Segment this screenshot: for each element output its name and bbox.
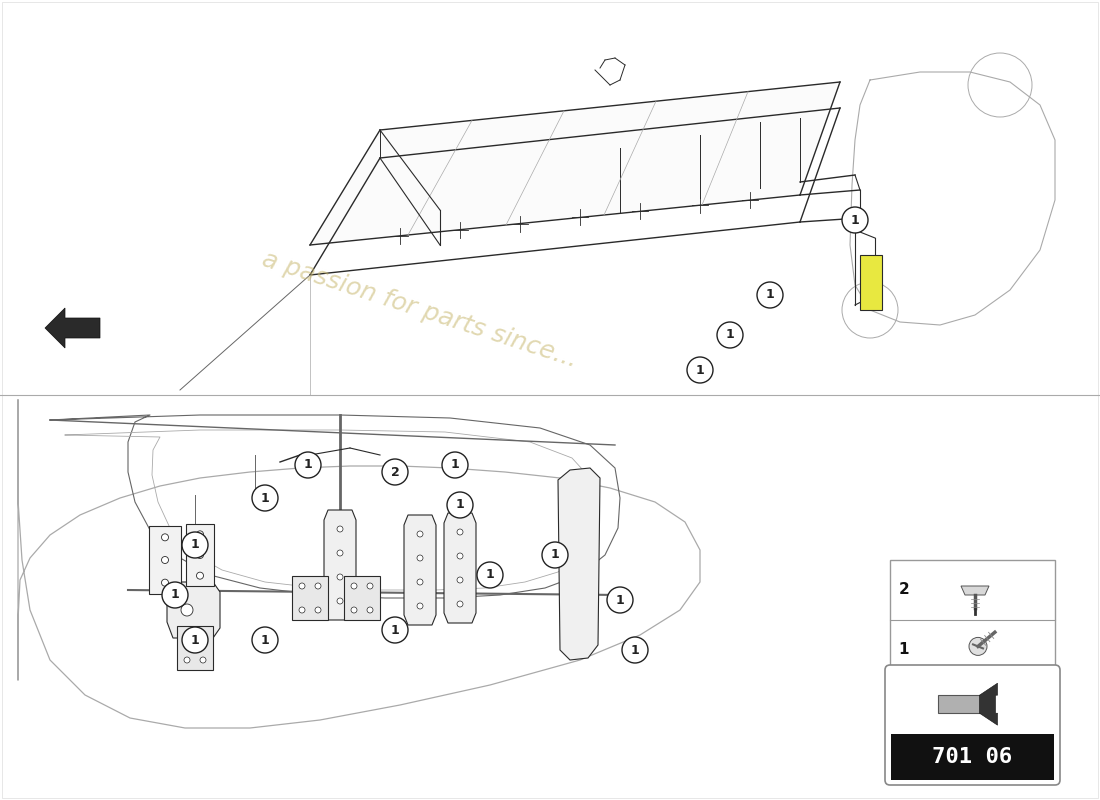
Circle shape — [367, 607, 373, 613]
Circle shape — [456, 529, 463, 535]
Polygon shape — [444, 513, 476, 623]
Polygon shape — [310, 82, 840, 245]
Circle shape — [184, 633, 190, 639]
Text: 1: 1 — [850, 214, 859, 226]
Circle shape — [197, 572, 204, 579]
Polygon shape — [404, 515, 436, 625]
Polygon shape — [167, 582, 220, 638]
Text: 701 06: 701 06 — [933, 747, 1013, 767]
Text: a passion for parts since...: a passion for parts since... — [260, 247, 581, 373]
Text: 1: 1 — [390, 623, 399, 637]
Circle shape — [252, 627, 278, 653]
Bar — [937, 695, 979, 714]
Bar — [891, 734, 1054, 780]
Text: 1: 1 — [616, 594, 625, 606]
Text: 1: 1 — [695, 363, 704, 377]
Circle shape — [162, 579, 168, 586]
Text: 1: 1 — [451, 458, 460, 471]
Text: 1: 1 — [304, 458, 312, 471]
Text: 1: 1 — [551, 549, 560, 562]
Circle shape — [456, 577, 463, 583]
Circle shape — [757, 282, 783, 308]
Circle shape — [417, 579, 424, 585]
Circle shape — [315, 583, 321, 589]
Bar — [292, 576, 328, 620]
Text: 2: 2 — [390, 466, 399, 478]
Polygon shape — [324, 510, 356, 620]
Circle shape — [337, 526, 343, 532]
Circle shape — [252, 485, 278, 511]
Text: 1: 1 — [630, 643, 639, 657]
Text: 1: 1 — [766, 289, 774, 302]
Circle shape — [969, 638, 987, 655]
Circle shape — [447, 492, 473, 518]
Circle shape — [197, 531, 204, 538]
Circle shape — [295, 452, 321, 478]
Circle shape — [182, 532, 208, 558]
Circle shape — [162, 557, 168, 563]
Circle shape — [337, 550, 343, 556]
Text: 1: 1 — [190, 634, 199, 646]
Circle shape — [351, 583, 358, 589]
Circle shape — [717, 322, 743, 348]
Bar — [344, 576, 380, 620]
Circle shape — [299, 583, 305, 589]
Circle shape — [607, 587, 632, 613]
Circle shape — [162, 582, 188, 608]
Polygon shape — [979, 683, 998, 726]
Circle shape — [315, 607, 321, 613]
Circle shape — [184, 657, 190, 663]
Circle shape — [542, 542, 568, 568]
Circle shape — [162, 534, 168, 541]
Circle shape — [456, 601, 463, 607]
Bar — [177, 626, 213, 670]
Circle shape — [382, 617, 408, 643]
Text: 1: 1 — [485, 569, 494, 582]
Circle shape — [417, 531, 424, 537]
Circle shape — [299, 607, 305, 613]
Polygon shape — [558, 468, 600, 660]
Circle shape — [621, 637, 648, 663]
Text: 1: 1 — [455, 498, 464, 511]
Circle shape — [417, 555, 424, 561]
Text: 1: 1 — [190, 538, 199, 551]
Circle shape — [842, 207, 868, 233]
Circle shape — [182, 627, 208, 653]
Circle shape — [200, 657, 206, 663]
Bar — [860, 255, 882, 310]
Bar — [890, 560, 1055, 680]
Circle shape — [477, 562, 503, 588]
Circle shape — [442, 452, 468, 478]
Circle shape — [200, 633, 206, 639]
Text: 2: 2 — [899, 582, 910, 598]
Polygon shape — [961, 586, 989, 595]
Circle shape — [382, 459, 408, 485]
Circle shape — [351, 607, 358, 613]
Circle shape — [197, 551, 204, 558]
Bar — [186, 524, 214, 586]
Text: 1: 1 — [170, 589, 179, 602]
Circle shape — [367, 583, 373, 589]
Circle shape — [337, 598, 343, 604]
Text: 1: 1 — [261, 634, 270, 646]
Circle shape — [337, 574, 343, 580]
Text: 1: 1 — [726, 329, 735, 342]
Text: 1: 1 — [261, 491, 270, 505]
Bar — [148, 526, 182, 594]
Polygon shape — [45, 308, 100, 348]
Text: 1: 1 — [899, 642, 910, 658]
Circle shape — [417, 603, 424, 609]
Circle shape — [688, 357, 713, 383]
FancyBboxPatch shape — [886, 665, 1060, 785]
Circle shape — [182, 604, 192, 616]
Circle shape — [456, 553, 463, 559]
